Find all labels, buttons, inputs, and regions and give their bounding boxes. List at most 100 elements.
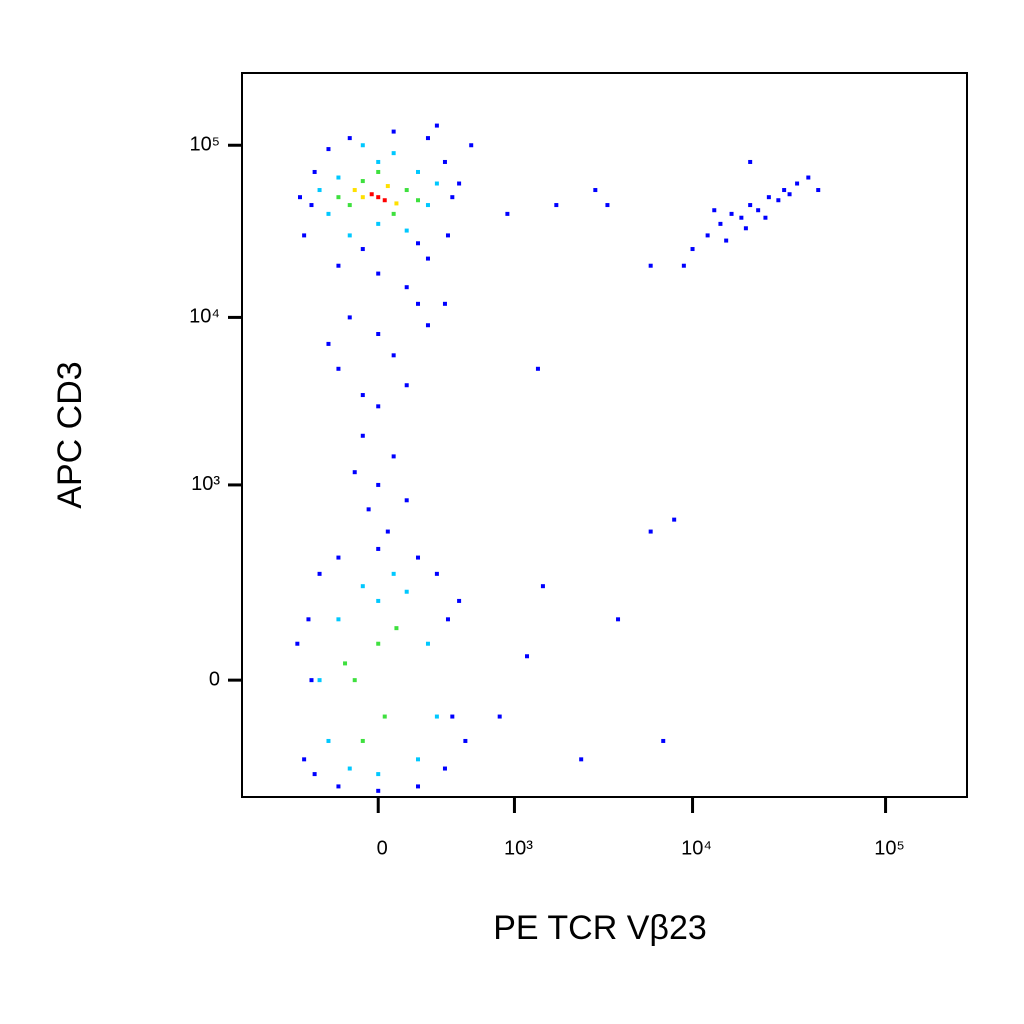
dot — [360, 247, 365, 252]
x-tick-label: 0 — [377, 837, 388, 859]
dot — [297, 195, 302, 200]
dot — [317, 678, 322, 683]
dot — [648, 263, 653, 268]
dot — [302, 757, 307, 762]
dot — [605, 203, 610, 208]
dot — [347, 766, 352, 771]
dot — [306, 617, 311, 622]
dot — [497, 714, 502, 719]
dot — [766, 195, 771, 200]
dot — [416, 555, 421, 560]
dot — [360, 584, 365, 589]
dot — [425, 203, 430, 208]
dot — [776, 198, 781, 203]
dot — [336, 366, 341, 371]
dot — [425, 256, 430, 261]
dot — [525, 654, 530, 659]
dot — [404, 285, 409, 290]
plot-frame — [241, 72, 968, 798]
dot — [404, 498, 409, 503]
dot — [756, 208, 761, 213]
dot — [376, 169, 381, 174]
x-axis-title: PE TCR Vβ23 — [493, 909, 707, 947]
dot — [360, 433, 365, 438]
dot — [347, 136, 352, 141]
dot — [394, 201, 399, 206]
dot — [309, 678, 314, 683]
dot — [806, 175, 811, 180]
dot — [391, 571, 396, 576]
dot — [416, 198, 421, 203]
dot — [391, 151, 396, 156]
dot — [748, 159, 753, 164]
dot — [450, 714, 455, 719]
dot — [616, 617, 621, 622]
dot — [579, 757, 584, 762]
dot — [782, 188, 787, 193]
dot — [450, 195, 455, 200]
dot — [317, 571, 322, 576]
dot — [593, 188, 598, 193]
dot — [336, 784, 341, 789]
dot — [445, 233, 450, 238]
dot — [690, 247, 695, 252]
dot — [382, 714, 387, 719]
dot — [672, 517, 677, 522]
dot — [705, 233, 710, 238]
dot — [394, 626, 399, 631]
dot — [336, 195, 341, 200]
dot — [391, 129, 396, 134]
dot — [442, 159, 447, 164]
dot — [505, 211, 510, 216]
dot — [352, 188, 357, 193]
dot — [469, 143, 474, 148]
dot — [743, 226, 748, 231]
dot — [718, 221, 723, 226]
dot — [376, 159, 381, 164]
dot — [326, 147, 331, 152]
x-tick-label: 10⁵ — [874, 837, 905, 859]
dot — [312, 169, 317, 174]
dot — [416, 784, 421, 789]
dot — [376, 221, 381, 226]
dot — [376, 195, 381, 200]
dot — [554, 203, 559, 208]
dot — [648, 529, 653, 534]
dot — [326, 341, 331, 346]
dot — [391, 454, 396, 459]
y-tick-label: 10⁵ — [189, 134, 220, 156]
dot — [391, 353, 396, 358]
dot — [425, 641, 430, 646]
dot — [347, 315, 352, 320]
dot — [425, 136, 430, 141]
dot — [416, 301, 421, 306]
dot — [416, 241, 421, 246]
dot — [535, 366, 540, 371]
dot — [352, 470, 357, 475]
dot — [347, 233, 352, 238]
dot — [434, 181, 439, 186]
dot — [360, 393, 365, 398]
dot — [312, 772, 317, 777]
dot — [385, 529, 390, 534]
dot — [360, 195, 365, 200]
dot — [347, 203, 352, 208]
dot — [376, 788, 381, 793]
dot — [369, 192, 374, 197]
dot — [416, 757, 421, 762]
dot — [309, 203, 314, 208]
dot — [445, 617, 450, 622]
dot — [729, 211, 734, 216]
dot — [360, 179, 365, 184]
dot — [404, 383, 409, 388]
dot — [442, 301, 447, 306]
dot — [540, 584, 545, 589]
dot — [360, 143, 365, 148]
dot — [382, 198, 387, 203]
dot — [326, 738, 331, 743]
dot — [661, 738, 666, 743]
dot — [376, 598, 381, 603]
dot — [352, 678, 357, 683]
dot — [336, 617, 341, 622]
